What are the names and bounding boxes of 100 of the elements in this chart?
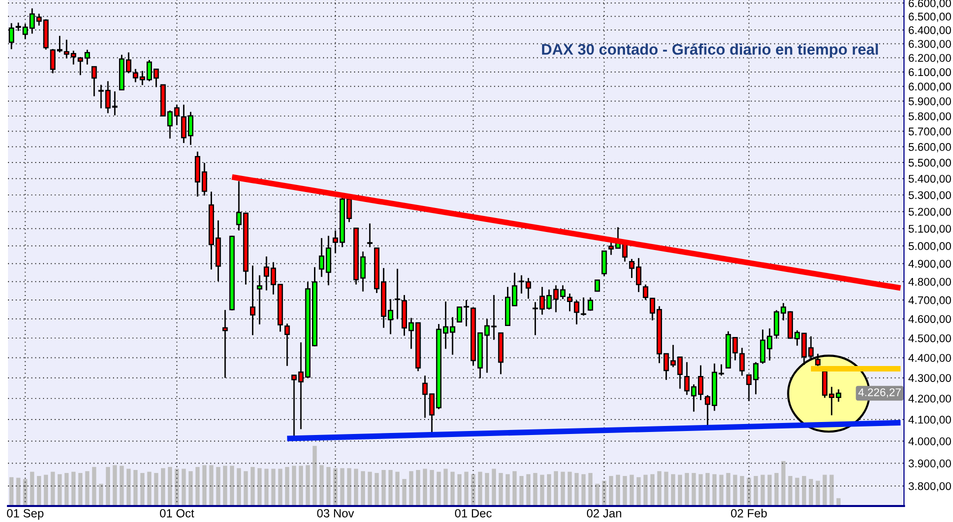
y-tick-label: 5.700,00 [908,128,951,137]
candlestick [284,322,290,367]
bar [684,472,689,506]
bar [506,474,510,506]
x-tick-label: 02 Feb [731,508,767,518]
bar [768,474,772,506]
bar [36,476,42,506]
bar [168,466,172,506]
x-tick-label: 01 Oct [160,509,194,518]
x-tick-label: 02 Jan [586,509,622,518]
y-tick-label: 4.600,00 [908,315,951,324]
bar [602,480,606,506]
bar [161,468,166,506]
bar [71,472,76,506]
bar [726,472,730,506]
candlestick [250,264,256,336]
bar [774,472,779,506]
y-tick-label: 4.500,00 [908,334,951,344]
bar [106,466,110,506]
y-tick-label: 4.300,00 [908,374,951,384]
bar [126,468,131,506]
bar [650,474,654,506]
bar [422,468,428,506]
y-tick-label: 5.200,00 [908,208,951,218]
y-tick-label: 6.400,00 [908,26,951,36]
bar [436,472,441,506]
bar [382,470,386,506]
bar [312,446,317,506]
bar [816,480,820,506]
bar [733,474,738,506]
bar [23,478,28,506]
bar [244,471,248,506]
y-tick-label: 5.300,00 [908,191,951,200]
bar [802,476,806,506]
bar [588,472,592,506]
bar [230,466,234,506]
y-tick-label: 4.700,00 [908,296,951,306]
bar [278,468,282,506]
bar [540,474,544,506]
bar [760,474,765,506]
bar [533,472,538,506]
bar [560,472,565,506]
y-tick-label: 5.100,00 [908,224,951,234]
bar [526,474,530,506]
bar [484,472,490,506]
bar [712,474,717,506]
bar [457,474,462,506]
bar [671,474,676,506]
x-tick-label: 01 Dec [454,509,492,518]
x-tick-label: 03 Nov [317,509,354,518]
y-tick-label: 4.400,00 [908,354,951,364]
bar [44,474,48,506]
bar [719,474,724,506]
x-tick-label: 01 Sep [6,509,44,520]
bar [50,472,55,506]
bar [264,468,269,506]
bar [298,466,303,506]
bar [147,472,152,506]
bar [236,468,241,506]
y-tick-label: 5.900,00 [908,97,951,107]
bar [258,468,262,506]
bar [223,466,228,506]
bar [340,468,344,506]
candlestick [580,296,586,316]
bar [326,466,331,506]
y-tick-label: 6.100,00 [908,68,951,78]
bar [354,468,358,506]
bar [120,466,124,506]
candlestick [91,66,97,97]
candlestick [222,309,228,379]
bar [368,472,372,506]
bar [58,474,62,506]
bar [347,468,352,506]
bar [133,470,138,506]
bar [360,471,366,506]
y-tick-label: 5.500,00 [908,158,951,168]
bar [430,470,434,506]
y-tick-label: 5.000,00 [908,242,951,252]
bar [546,474,552,506]
bar [464,472,468,506]
bar [154,472,158,506]
bar [519,476,524,506]
text: DAX 30 contado - Gráfico diario en tiempo real [542,43,878,58]
bar [182,468,186,506]
candlestick [588,296,594,312]
bar [250,466,255,506]
candlestick [367,222,373,248]
bar [657,471,662,506]
candlestick [256,274,262,326]
bar [609,476,614,506]
bar [512,471,517,506]
y-tick-label: 3.900,00 [908,460,951,469]
bar [498,472,503,506]
bar [285,466,290,506]
y-tick-label: 5.600,00 [908,143,951,152]
annotation: 4.226,27 [858,388,901,398]
bar [492,468,496,506]
bar [16,478,20,506]
bar [92,466,96,506]
bar [781,460,786,506]
